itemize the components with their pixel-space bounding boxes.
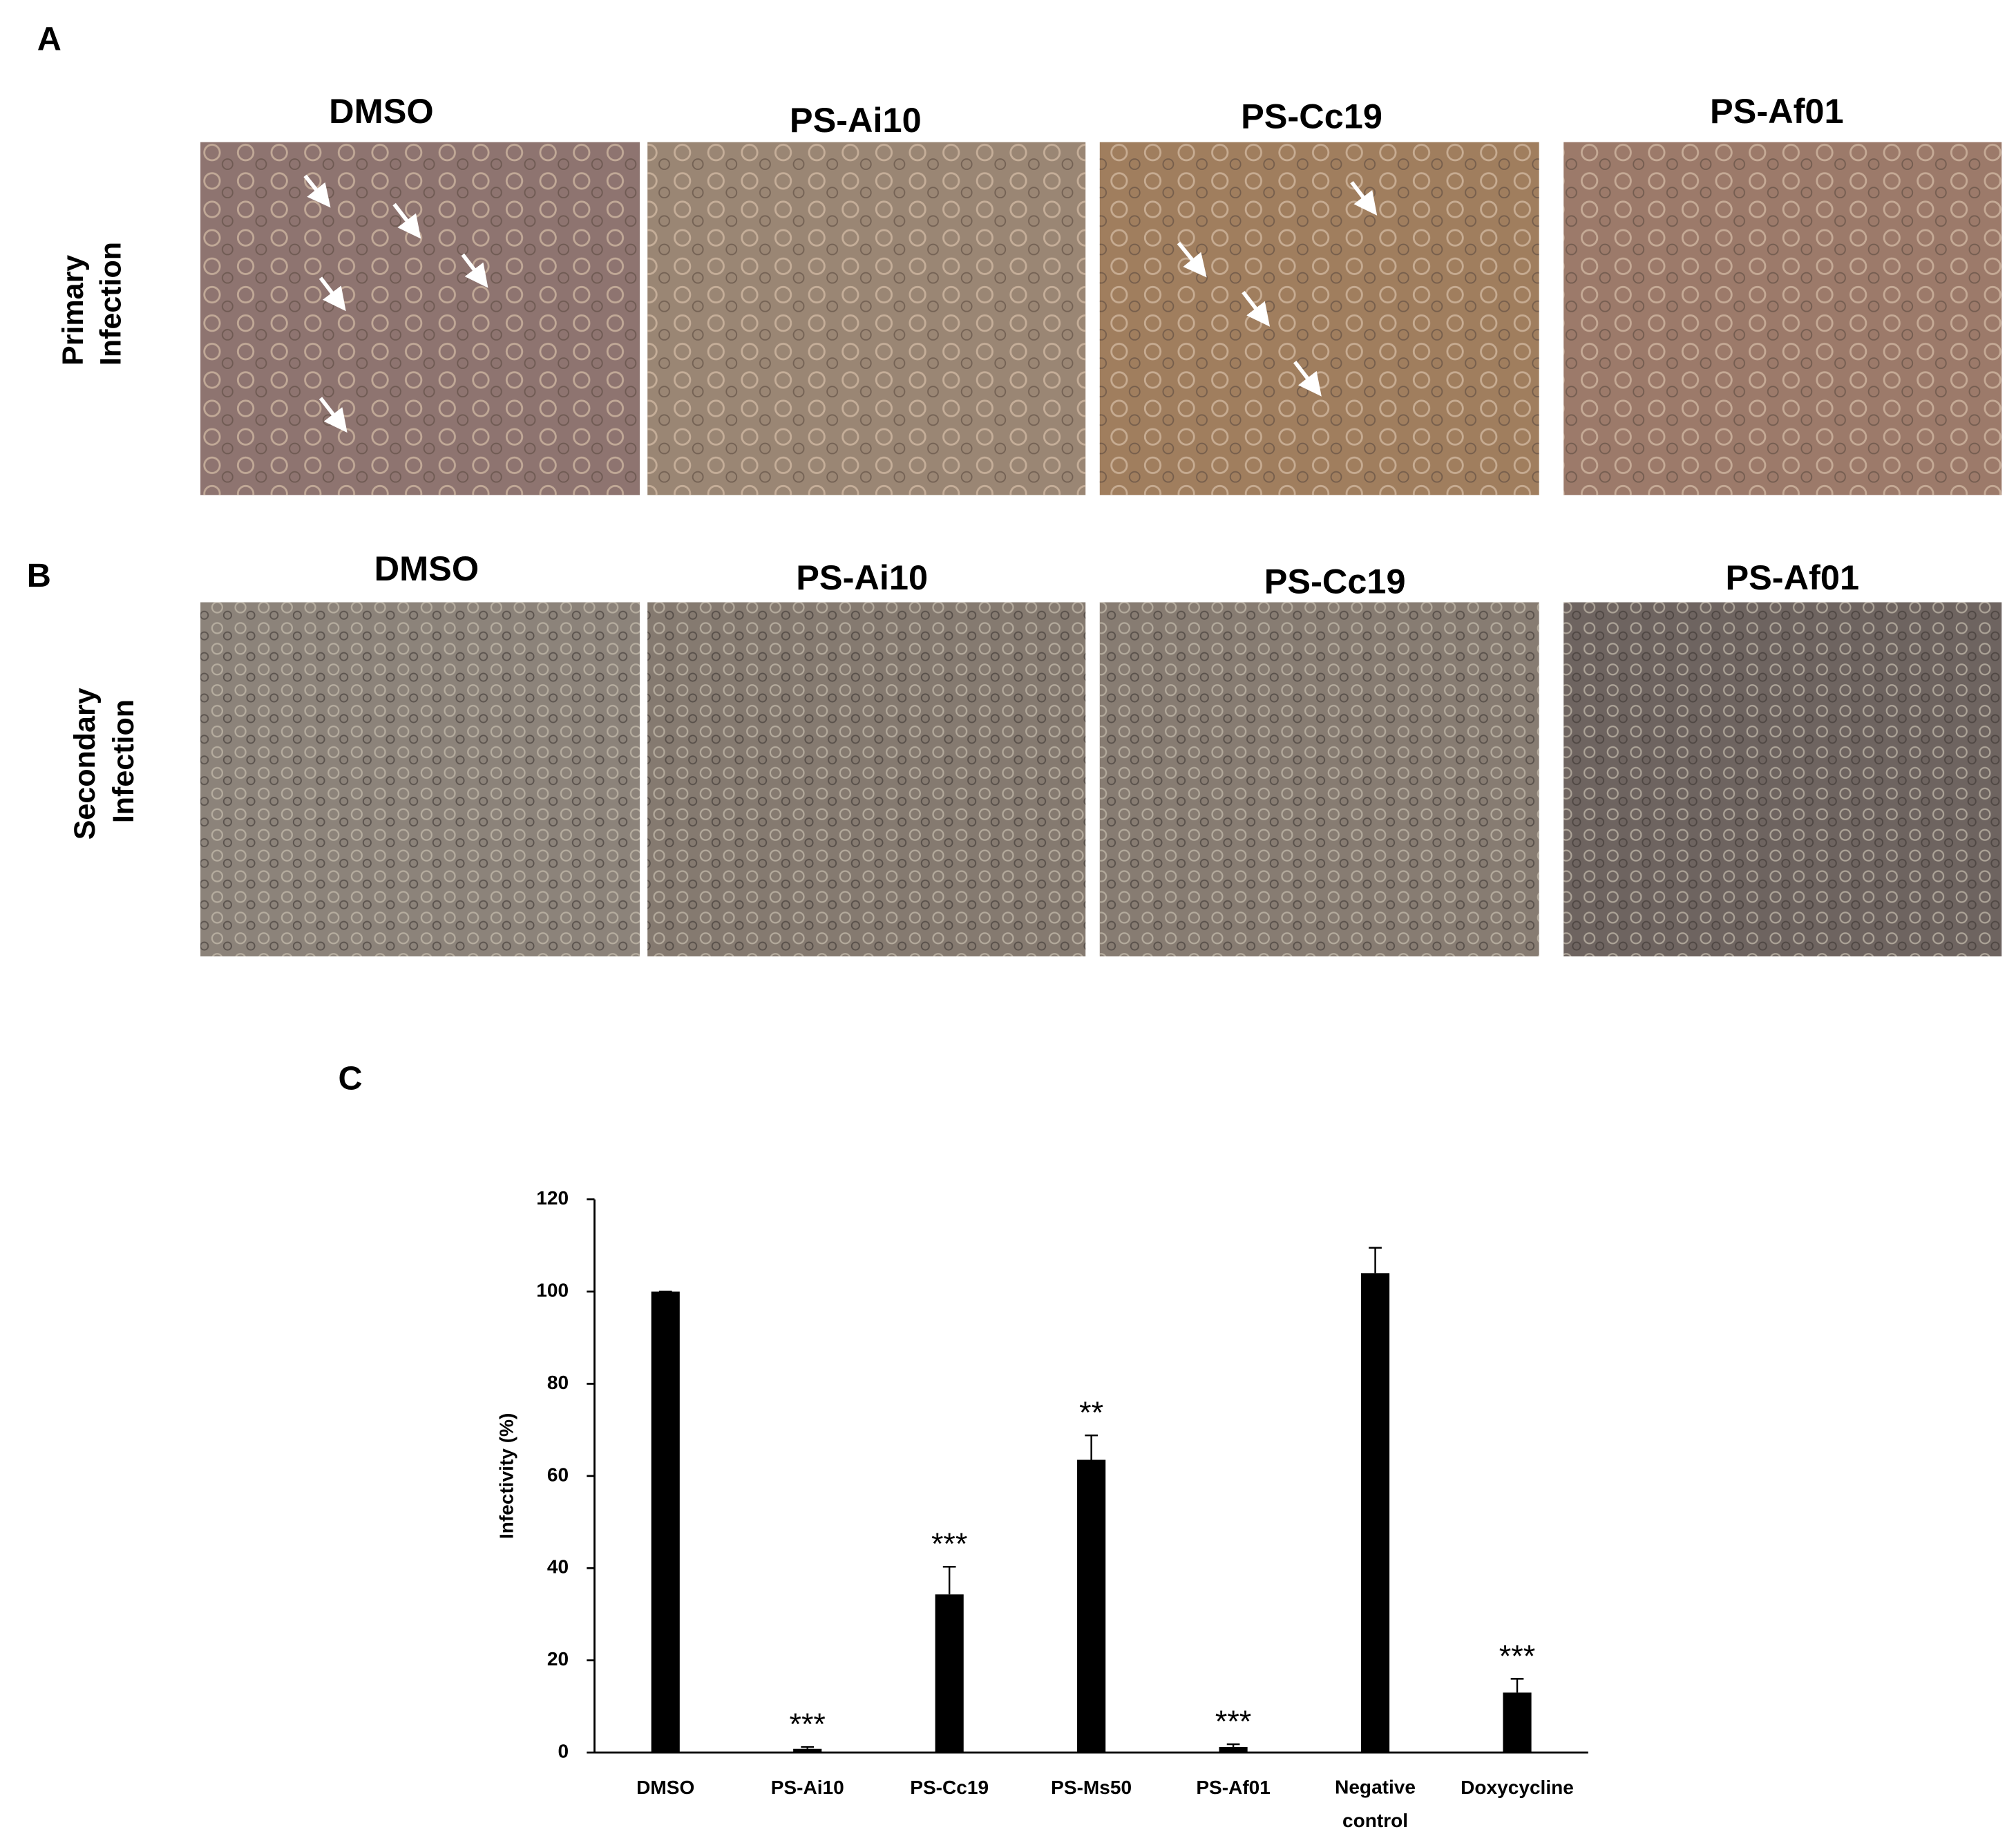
- column-title: PS-Af01: [1710, 91, 1844, 131]
- y-tick-label: 100: [536, 1279, 569, 1301]
- panel-label: B: [27, 557, 51, 594]
- significance-label: ***: [931, 1526, 967, 1561]
- micrographs: [200, 142, 2002, 956]
- x-tick-label: Negative control: [1335, 1777, 1416, 1832]
- y-tick-label: 60: [547, 1464, 569, 1485]
- bar: [651, 1292, 680, 1753]
- error-bar: [1226, 1743, 1240, 1748]
- error-bar: [942, 1566, 956, 1595]
- column-title: PS-Cc19: [1241, 96, 1382, 135]
- y-tick-label: 0: [558, 1740, 569, 1761]
- row-label: Infection: [107, 699, 140, 823]
- bar: [1503, 1692, 1532, 1753]
- x-tick-label: Doxycycline: [1461, 1777, 1574, 1798]
- row-label: Infection: [94, 242, 127, 366]
- significance-label: ***: [1215, 1703, 1251, 1739]
- y-tick-label: 40: [547, 1556, 569, 1578]
- bar: [1219, 1747, 1248, 1753]
- row-label: Primary: [57, 255, 90, 366]
- column-title: DMSO: [329, 91, 433, 131]
- error-bar: [1085, 1434, 1098, 1460]
- y-tick-label: 120: [536, 1187, 569, 1209]
- significance-label: ***: [1499, 1638, 1535, 1673]
- column-title: DMSO: [374, 549, 479, 588]
- bar: [793, 1748, 822, 1753]
- column-title: PS-Ai10: [790, 100, 922, 140]
- bar: [935, 1594, 964, 1753]
- column-title: PS-Ai10: [796, 558, 928, 597]
- error-bar: [1369, 1247, 1382, 1274]
- x-tick-label: DMSO: [636, 1777, 694, 1798]
- significance-label: **: [1079, 1395, 1103, 1430]
- row-label: Secondary: [68, 688, 102, 840]
- y-axis-label: Infectivity (%): [496, 1413, 517, 1539]
- significance-label: ***: [790, 1706, 826, 1741]
- panel-label: A: [37, 21, 61, 58]
- panel-label: C: [338, 1059, 362, 1097]
- y-tick-label: 80: [547, 1372, 569, 1393]
- column-title: PS-Cc19: [1264, 562, 1406, 601]
- x-tick-label: PS-Af01: [1196, 1777, 1271, 1798]
- error-bar: [801, 1746, 815, 1749]
- x-tick-label: PS-Cc19: [910, 1777, 989, 1798]
- bar: [1077, 1459, 1106, 1753]
- error-bar: [1510, 1678, 1524, 1693]
- column-title: PS-Af01: [1725, 558, 1859, 597]
- x-tick-label: PS-Ms50: [1051, 1777, 1132, 1798]
- y-tick-label: 20: [547, 1648, 569, 1670]
- x-tick-label: PS-Ai10: [771, 1777, 844, 1798]
- bar: [1360, 1273, 1390, 1753]
